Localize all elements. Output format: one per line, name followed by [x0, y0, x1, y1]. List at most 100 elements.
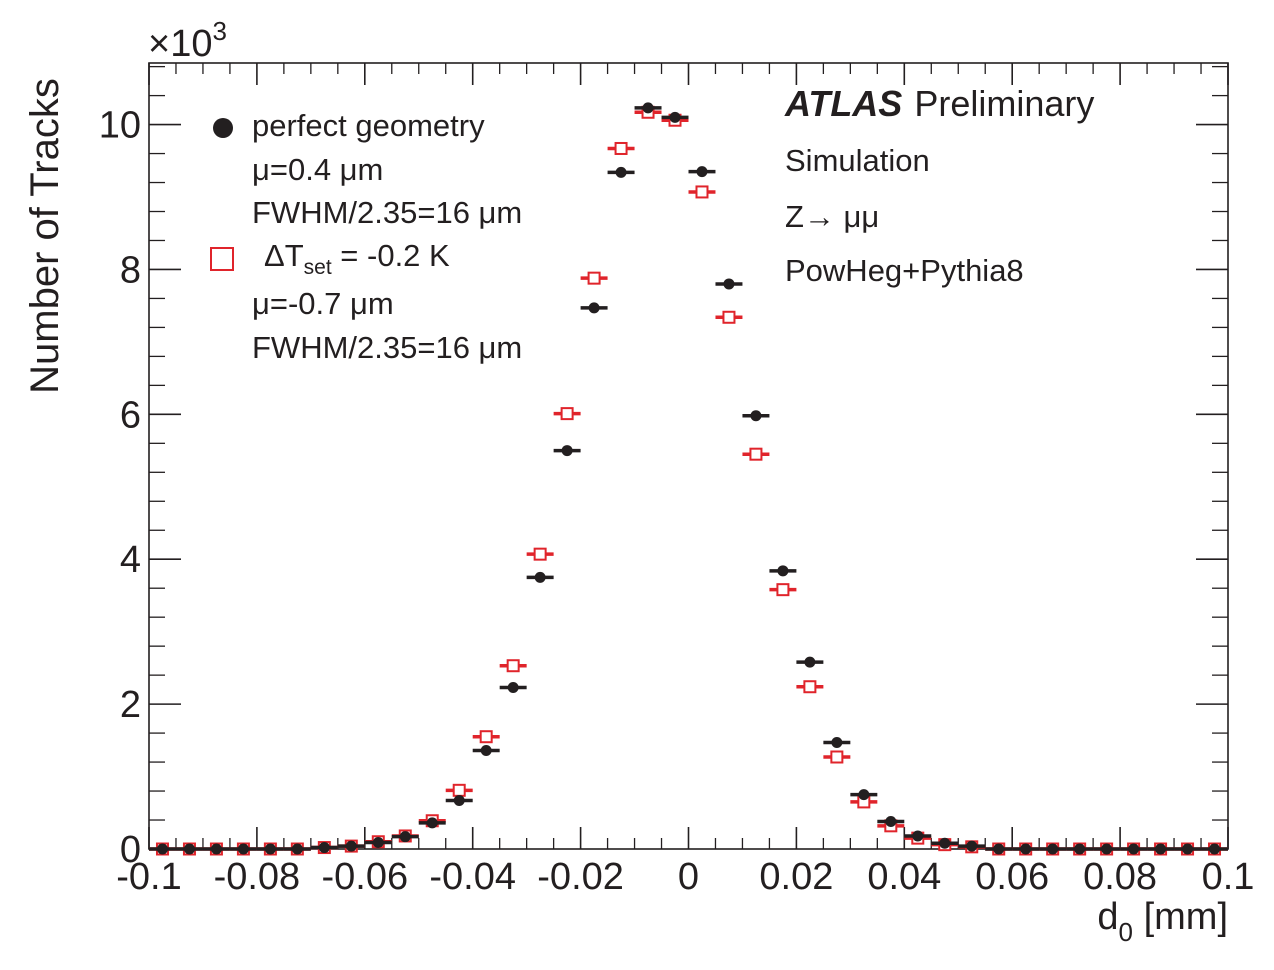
x-tick-label: 0: [678, 856, 699, 898]
data-point: [749, 447, 763, 461]
legend-label-perfect-geometry: perfect geometry: [252, 108, 485, 143]
data-point: [615, 166, 627, 178]
data-point: [533, 547, 547, 561]
y-multiplier-exponent: 3: [212, 16, 226, 46]
data-point: [156, 843, 168, 855]
legend-label-delta-t: ΔTset = -0.2 K: [264, 238, 450, 278]
data-point: [588, 302, 600, 314]
y-tick-label: 6: [120, 394, 141, 436]
atlas-label-preliminary: Preliminary: [914, 83, 1094, 124]
y-tick-label: 8: [120, 249, 141, 291]
data-point: [560, 407, 574, 421]
x-tick-label: 0.04: [867, 856, 941, 898]
atlas-label-bold: ATLAS: [784, 83, 902, 124]
data-point: [534, 571, 546, 583]
x-tick-label: -0.04: [429, 856, 516, 898]
data-point: [426, 817, 438, 829]
data-point: [777, 565, 789, 577]
data-point: [1209, 843, 1221, 855]
x-tick-label: -0.08: [214, 856, 301, 898]
data-point: [722, 310, 736, 324]
x-tick-label: -0.1: [116, 856, 181, 898]
data-series: [149, 102, 1228, 856]
series-perfect-geometry: [149, 102, 1228, 855]
data-point: [696, 166, 708, 178]
legend-delta-t-subscript: set: [304, 256, 332, 279]
data-point: [372, 836, 384, 848]
y-tick-label: 0: [120, 829, 141, 871]
data-point: [1047, 843, 1059, 855]
legend: perfect geometry μ=0.4 μm FWHM/2.35=16 μ…: [210, 108, 522, 365]
legend-perfect-geometry-width: FWHM/2.35=16 μm: [252, 195, 522, 230]
annotation-simulation: Simulation: [785, 143, 930, 178]
data-point: [750, 410, 762, 422]
data-point: [669, 111, 681, 123]
data-point: [1020, 843, 1032, 855]
y-multiplier-base: ×10: [148, 23, 212, 65]
x-tick-label: -0.06: [321, 856, 408, 898]
data-point: [399, 831, 411, 843]
y-tick-label: 2: [120, 684, 141, 726]
annotation-process: Z→ μμ: [785, 199, 879, 234]
data-point: [642, 102, 654, 114]
legend-marker-delta-t: [210, 247, 234, 271]
x-tick-label: -0.02: [537, 856, 624, 898]
y-multiplier-label: ×103: [148, 16, 227, 65]
data-point: [1074, 843, 1086, 855]
data-point: [345, 840, 357, 852]
legend-perfect-geometry-mean: μ=0.4 μm: [252, 152, 383, 187]
data-point: [561, 445, 573, 457]
x-axis-label-unit: [mm]: [1133, 896, 1228, 938]
legend-delta-t-mean: μ=-0.7 μm: [252, 286, 394, 321]
x-tick-label: 0.08: [1083, 856, 1157, 898]
data-point: [939, 837, 951, 849]
data-point: [291, 843, 303, 855]
data-point: [210, 843, 222, 855]
atlas-label: ATLAS Preliminary: [784, 83, 1094, 124]
data-point: [1155, 843, 1167, 855]
data-point: [453, 794, 465, 806]
data-point: [506, 659, 520, 673]
data-point: [885, 815, 897, 827]
x-tick-label: 0.02: [759, 856, 833, 898]
x-axis-label: d0 [mm]: [1097, 896, 1228, 947]
data-point: [1101, 843, 1113, 855]
legend-delta-t-symbol: ΔT: [264, 238, 304, 273]
data-point: [318, 842, 330, 854]
data-point: [587, 271, 601, 285]
data-point: [237, 843, 249, 855]
data-point: [830, 750, 844, 764]
legend-delta-t-width: FWHM/2.35=16 μm: [252, 330, 522, 365]
data-point: [966, 840, 978, 852]
data-point: [803, 680, 817, 694]
x-axis-label-subscript: 0: [1119, 917, 1133, 947]
data-point: [831, 737, 843, 749]
data-point: [479, 730, 493, 744]
data-point: [723, 278, 735, 290]
x-tick-label: 0.1: [1202, 856, 1255, 898]
data-point: [507, 681, 519, 693]
data-point: [264, 843, 276, 855]
x-tick-label: 0.06: [975, 856, 1049, 898]
legend-delta-t-value: = -0.2 K: [332, 238, 450, 273]
data-point: [993, 843, 1005, 855]
atlas-annotation: ATLAS Preliminary Simulation Z→ μμ PowHeg…: [784, 83, 1094, 289]
data-point: [695, 185, 709, 199]
data-point: [1128, 843, 1140, 855]
data-point: [776, 583, 790, 597]
y-axis-label: Number of Tracks: [23, 78, 67, 394]
data-point: [452, 783, 466, 797]
data-point: [858, 789, 870, 801]
x-axis-label-symbol: d: [1097, 896, 1118, 938]
axis-tick-labels: -0.1 -0.08 -0.06 -0.04 -0.02 0 0.02 0.04 0.06 0.0…: [99, 105, 1255, 898]
data-point: [614, 141, 628, 155]
data-point: [912, 830, 924, 842]
data-point: [804, 656, 816, 668]
legend-marker-perfect-geometry: [213, 118, 233, 138]
annotation-generator: PowHeg+Pythia8: [785, 253, 1024, 288]
data-point: [1182, 843, 1194, 855]
y-tick-label: 4: [120, 539, 141, 581]
data-point: [480, 744, 492, 756]
y-tick-label: 10: [99, 105, 141, 147]
